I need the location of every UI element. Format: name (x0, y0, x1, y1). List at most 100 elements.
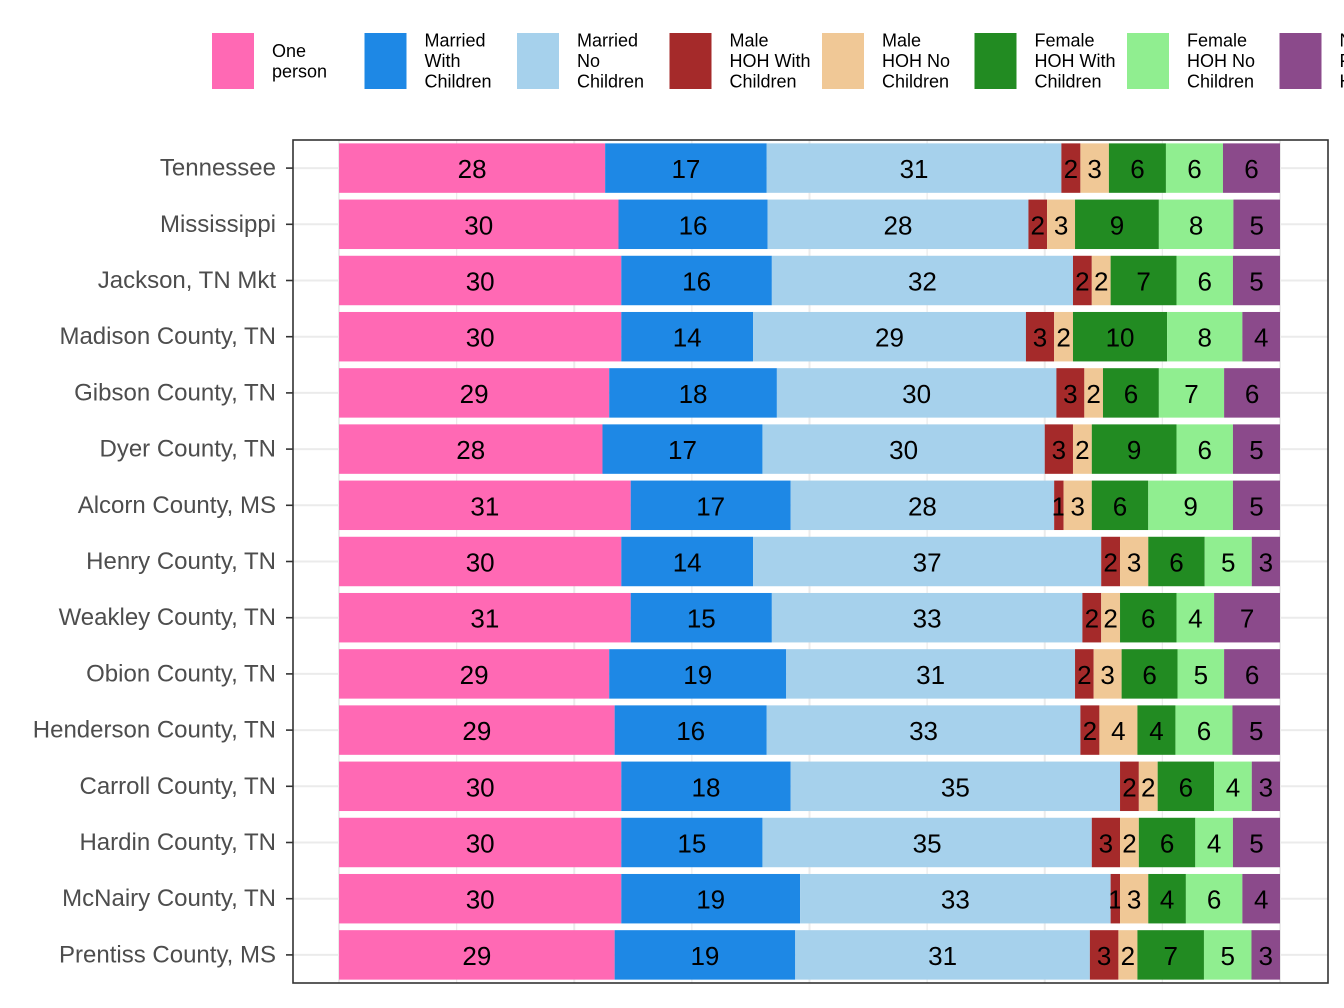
data-label: 7 (1136, 267, 1150, 297)
bar-segment-male-hoh-no-children (1084, 368, 1103, 418)
bar-segment-male-hoh-with-children (1044, 424, 1073, 474)
bar-segment-male-hoh-with-children (1061, 143, 1081, 193)
bar-row-mississippi: 30 16 28 2 3 9 8 5 (339, 199, 1280, 250)
data-label: 31 (470, 491, 499, 521)
bar-segment-female-hoh-no-children (1167, 311, 1243, 362)
bar-segment-female-hoh-no-children (1177, 649, 1225, 699)
data-label: 33 (909, 716, 938, 746)
bar-segment-married-with-children (609, 368, 777, 418)
bar-segment-one-person (339, 424, 603, 474)
legend-swatch (517, 33, 559, 89)
data-label: 30 (466, 885, 495, 915)
bar-row-alcorn-county-ms: 31 17 28 1 3 6 9 5 (339, 480, 1280, 531)
legend-label: Children (882, 72, 949, 92)
data-label: 17 (671, 154, 700, 184)
data-label: 2 (1085, 604, 1099, 634)
data-label: 16 (682, 267, 711, 297)
bar-row-gibson-county-tn: 29 18 30 3 2 6 7 6 (339, 368, 1280, 418)
data-label: 29 (462, 941, 491, 971)
data-label: 5 (1249, 491, 1263, 521)
data-label: 30 (466, 323, 495, 353)
bar-segment-male-hoh-with-children (1072, 255, 1092, 306)
bar-segment-non-family-household (1224, 649, 1280, 699)
bar-segment-married-with-children (630, 592, 772, 643)
bar-segment-male-hoh-with-children (1054, 480, 1064, 531)
data-label: 19 (690, 941, 719, 971)
legend-label: Married (577, 31, 638, 51)
bar-row-carroll-county-tn: 30 18 35 2 2 6 4 3 (339, 761, 1280, 812)
data-label: 2 (1086, 379, 1100, 409)
bar-segment-male-hoh-no-children (1093, 649, 1122, 699)
data-label: 2 (1094, 267, 1108, 297)
legend-swatch (364, 33, 407, 89)
bar-row-hardin-county-tn: 30 15 35 3 2 6 4 5 (339, 817, 1280, 868)
data-label: 2 (1075, 267, 1089, 297)
bar-segment-married-no-children (753, 536, 1102, 587)
data-label: 6 (1197, 435, 1211, 465)
data-label: 6 (1244, 154, 1258, 184)
data-label: 3 (1054, 210, 1068, 240)
bar-segment-married-no-children (776, 368, 1057, 418)
data-label: 29 (875, 323, 904, 353)
bar-segment-married-with-children (621, 311, 754, 362)
bar-segment-female-hoh-with-children (1157, 761, 1215, 812)
data-label: 31 (928, 941, 957, 971)
data-label: 35 (941, 772, 970, 802)
data-label: 29 (460, 660, 489, 690)
bar-segment-married-no-children (753, 311, 1026, 362)
data-label: 6 (1141, 604, 1155, 634)
data-label: 4 (1111, 716, 1125, 746)
bar-segment-male-hoh-with-children (1120, 761, 1139, 812)
bar-segment-one-person (339, 255, 622, 306)
legend-swatch (822, 33, 864, 89)
data-label: 33 (941, 885, 970, 915)
bar-segment-male-hoh-with-children (1101, 536, 1121, 587)
bar-row-mcnairy-county-tn: 30 19 33 1 3 4 6 4 (339, 873, 1280, 924)
legend-label: Female (1187, 31, 1247, 51)
bar-segment-married-with-children (621, 873, 801, 924)
bar-segment-non-family-household (1242, 311, 1280, 362)
data-label: 4 (1188, 604, 1202, 634)
bar-segment-female-hoh-with-children (1148, 536, 1205, 587)
data-label: 4 (1254, 323, 1268, 353)
bar-row-weakley-county-tn: 31 15 33 2 2 6 4 7 (339, 592, 1280, 643)
bar-segment-married-with-children (621, 536, 754, 587)
data-label: 10 (1106, 323, 1135, 353)
data-label: 31 (900, 154, 929, 184)
data-label: 6 (1113, 491, 1127, 521)
data-label: 2 (1122, 772, 1136, 802)
bar-segment-married-with-children (621, 255, 772, 306)
data-label: 28 (884, 210, 913, 240)
bar-segment-male-hoh-no-children (1047, 199, 1076, 250)
bar-segment-married-no-children (762, 817, 1092, 868)
bar-segment-female-hoh-with-children (1121, 649, 1178, 699)
legend-label: HOH No (1187, 51, 1255, 71)
data-label: 30 (902, 379, 931, 409)
data-label: 31 (470, 604, 499, 634)
data-label: 2 (1064, 154, 1078, 184)
data-label: 6 (1179, 772, 1193, 802)
bar-segment-male-hoh-no-children (1120, 817, 1139, 868)
data-label: 28 (458, 154, 487, 184)
data-label: 17 (668, 435, 697, 465)
bar-segment-married-no-children (766, 143, 1062, 193)
data-label: 19 (683, 660, 712, 690)
bar-segment-non-family-household (1232, 424, 1280, 474)
bar-segment-married-no-children (800, 873, 1111, 924)
bar-segment-male-hoh-with-children (1028, 199, 1048, 250)
data-label: 2 (1083, 716, 1097, 746)
bar-segment-one-person (339, 705, 615, 755)
data-label: 4 (1226, 772, 1240, 802)
bar-segment-one-person (339, 649, 610, 699)
data-label: 1 (1108, 885, 1122, 915)
legend-label: No (577, 51, 600, 71)
bar-row-jackson-tn-mkt: 30 16 32 2 2 7 6 5 (339, 255, 1280, 306)
data-label: 3 (1259, 548, 1273, 578)
bar-segment-married-no-children (762, 424, 1045, 474)
data-label: 3 (1097, 941, 1111, 971)
data-label: 6 (1197, 716, 1211, 746)
